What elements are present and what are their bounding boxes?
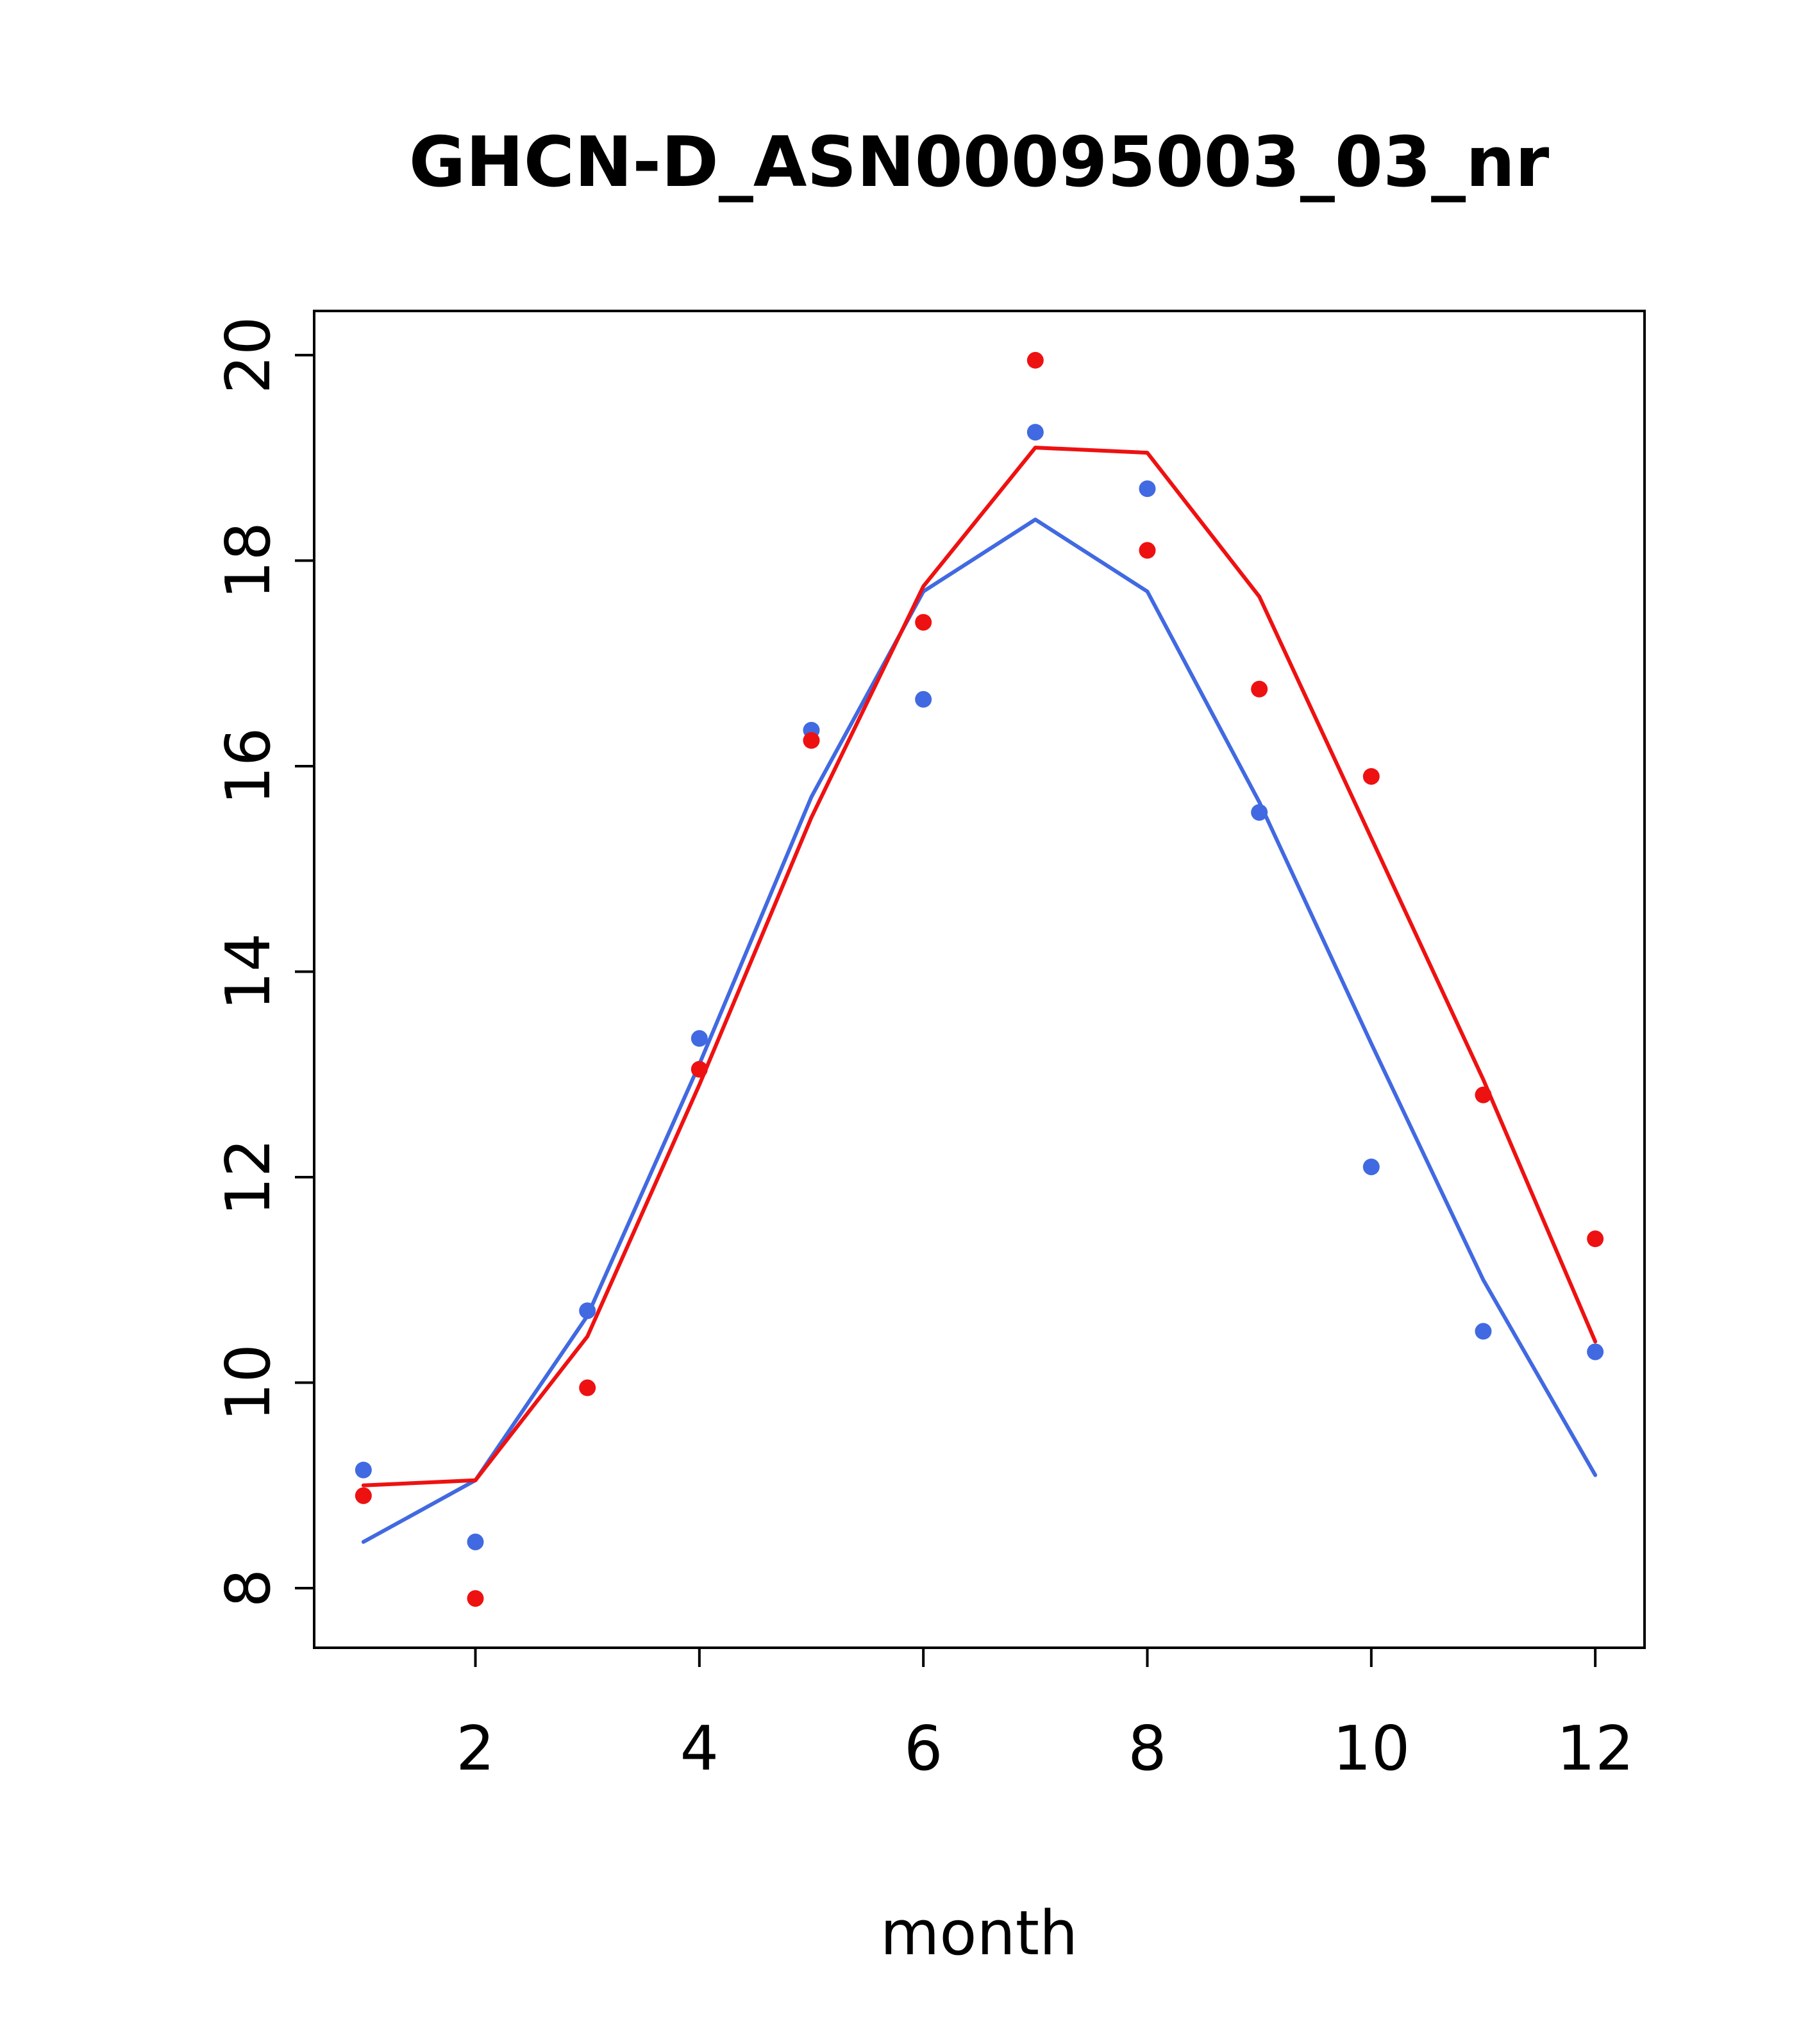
x-tick-label: 10 [1332,1714,1410,1784]
blue-points-marker [467,1533,484,1550]
y-tick-label: 8 [214,1569,284,1607]
red-points-marker [1139,542,1156,559]
x-tick-label: 4 [680,1714,719,1784]
y-tick-label: 12 [214,1139,284,1216]
blue-points-marker [915,691,932,708]
blue-points-marker [1026,424,1044,441]
red-points-marker [355,1487,372,1504]
blue-points-marker [1251,804,1268,821]
red-points-marker [1475,1086,1492,1103]
y-tick-label: 18 [214,522,284,599]
blue-points-marker [1475,1323,1492,1340]
x-axis-label: month [880,1898,1078,1969]
red-points-marker [1251,680,1268,698]
blue-line [361,517,1598,1544]
blue-points-marker [1362,1158,1380,1175]
red-points-marker [691,1060,708,1078]
blue-points-marker [579,1302,596,1319]
y-tick-label: 14 [214,933,284,1010]
x-tick-label: 12 [1557,1714,1634,1784]
red-points-marker [1587,1230,1604,1248]
red-points-marker [803,732,820,749]
blue-points-marker [1139,480,1156,498]
chart-title: GHCN-D_ASN00095003_03_nr [409,122,1550,203]
red-points-marker [915,614,932,631]
x-tick-label: 8 [1128,1714,1166,1784]
y-tick-label: 20 [214,316,284,394]
x-tick-label: 2 [456,1714,494,1784]
red-points-marker [579,1379,596,1396]
x-tick-label: 6 [904,1714,942,1784]
plot-area: 2 4 6 8 10 12 8 10 12 14 16 18 20 [214,310,1646,1784]
red-points-marker [467,1590,484,1607]
blue-points-marker [1587,1343,1604,1361]
blue-points-marker [691,1030,708,1047]
blue-points-marker [355,1461,372,1479]
y-tick-label: 16 [214,728,284,805]
plot-box [313,310,1646,1649]
red-points-marker [1026,351,1044,369]
red-points-marker [1362,767,1380,785]
y-tick-label: 10 [214,1344,284,1421]
red-line [361,446,1598,1487]
